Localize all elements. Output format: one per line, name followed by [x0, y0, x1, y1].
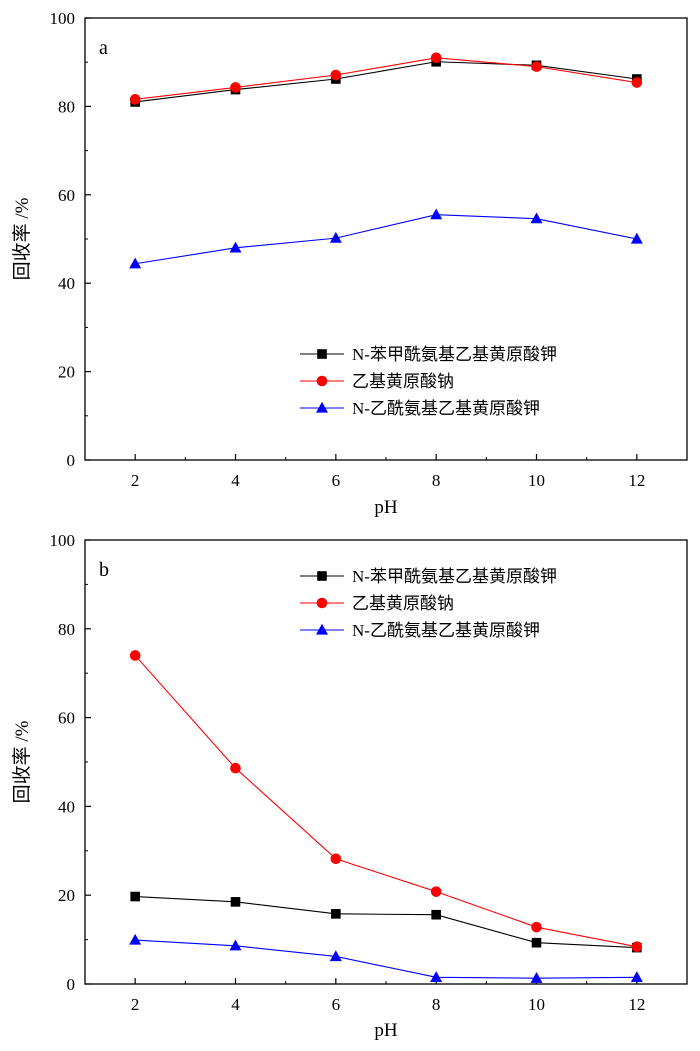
data-point [129, 94, 141, 105]
data-point [631, 77, 643, 88]
series-line [135, 895, 637, 949]
legend-item: N-苯甲酰氨基乙基黄原酸钾 [300, 567, 557, 586]
data-point [230, 762, 241, 774]
data-point [531, 937, 542, 948]
x-tick-label: 6 [332, 471, 341, 490]
data-point [331, 909, 341, 919]
data-point [229, 241, 242, 253]
y-axis-title: 回收率 /% [11, 197, 33, 280]
data-point [129, 257, 142, 269]
series-line [135, 214, 637, 265]
x-tick-label: 8 [432, 471, 441, 490]
x-axis-title: pH [374, 1020, 398, 1041]
data-point [631, 941, 643, 953]
legend-marker [316, 401, 328, 413]
data-point [129, 933, 142, 945]
series-2 [129, 650, 643, 953]
legend-label: N-苯甲酰氨基乙基黄原酸钾 [352, 345, 557, 364]
data-point [330, 69, 342, 81]
legend-label: 乙基黄原酸钠 [352, 372, 454, 391]
panel-b: 2 4 6 8 10 12 0 20 40 60 80 100 pH 回收率 /% b N-苯甲酰氨基乙基黄原… [11, 531, 688, 1041]
legend-label: N-苯甲酰氨基乙基黄原酸钾 [352, 567, 557, 586]
data-point [330, 853, 342, 865]
series-line [135, 57, 637, 100]
data-point [531, 61, 542, 72]
y-tick-label: 60 [58, 709, 75, 728]
plot-frame [84, 17, 688, 461]
x-tick-label: 10 [528, 995, 545, 1014]
data-point [530, 972, 543, 983]
data-point [630, 971, 643, 982]
y-tick-label: 80 [58, 620, 75, 639]
y-tick-label: 60 [58, 186, 75, 205]
legend-label: N-乙酰氨基乙基黄原酸钾 [352, 399, 540, 418]
data-point [430, 886, 442, 897]
y-tick-label: 20 [58, 886, 75, 905]
data-point [230, 82, 241, 93]
series-line [134, 655, 637, 948]
x-tick-label: 4 [231, 995, 240, 1014]
series-3 [129, 208, 643, 269]
legend-item: 乙基黄原酸钠 [300, 372, 454, 391]
series-3 [129, 933, 643, 983]
data-point [129, 650, 141, 661]
series-2 [129, 52, 643, 105]
legend-item: N-乙酰氨基乙基黄原酸钾 [300, 621, 540, 640]
y-tick-label: 100 [50, 9, 76, 28]
data-point [230, 897, 241, 907]
panel-a: 2 4 6 8 10 12 0 20 40 60 80 100 pH 回收率 /% a N-苯甲酰氨基乙基黄原… [11, 9, 688, 518]
data-point [430, 208, 443, 220]
data-point [329, 231, 342, 243]
legend-item: 乙基黄原酸钠 [300, 594, 454, 613]
series-1 [130, 891, 642, 953]
x-tick-label: 10 [528, 471, 545, 490]
panel-label: b [99, 559, 109, 581]
x-tick-label: 6 [332, 995, 341, 1014]
y-tick-label: 0 [67, 451, 76, 470]
data-point [430, 971, 443, 982]
y-tick-label: 20 [58, 363, 75, 382]
data-point [530, 212, 543, 224]
y-axis-title: 回收率 /% [11, 720, 33, 803]
legend-marker [316, 597, 328, 609]
data-point [430, 52, 442, 64]
data-point [630, 232, 643, 244]
x-tick-label: 12 [628, 995, 645, 1014]
data-point [531, 921, 542, 933]
data-point [431, 909, 441, 920]
data-point [229, 939, 242, 951]
data-point [130, 891, 140, 902]
legend-marker [316, 375, 328, 387]
panel-label: a [99, 37, 108, 59]
data-point [329, 950, 342, 962]
y-tick-label: 40 [58, 797, 75, 816]
legend-label: 乙基黄原酸钠 [352, 594, 454, 613]
series-1 [130, 56, 642, 107]
y-tick-label: 0 [67, 975, 76, 994]
legend-marker [316, 623, 328, 635]
series-line [135, 61, 637, 103]
x-tick-label: 12 [628, 471, 645, 490]
legend-marker [317, 349, 327, 359]
legend-marker [317, 571, 327, 581]
x-tick-label: 2 [131, 471, 140, 490]
x-axis-title: pH [374, 497, 398, 518]
x-tick-label: 8 [432, 995, 441, 1014]
legend-item: N-乙酰氨基乙基黄原酸钾 [300, 399, 540, 418]
y-tick-label: 40 [58, 274, 75, 293]
x-tick-label: 2 [131, 995, 140, 1014]
y-tick-label: 80 [58, 97, 75, 116]
y-tick-label: 100 [50, 531, 76, 550]
legend-label: N-乙酰氨基乙基黄原酸钾 [352, 621, 540, 640]
legend-item: N-苯甲酰氨基乙基黄原酸钾 [300, 345, 557, 364]
series-line [135, 939, 637, 979]
x-tick-label: 4 [231, 471, 240, 490]
